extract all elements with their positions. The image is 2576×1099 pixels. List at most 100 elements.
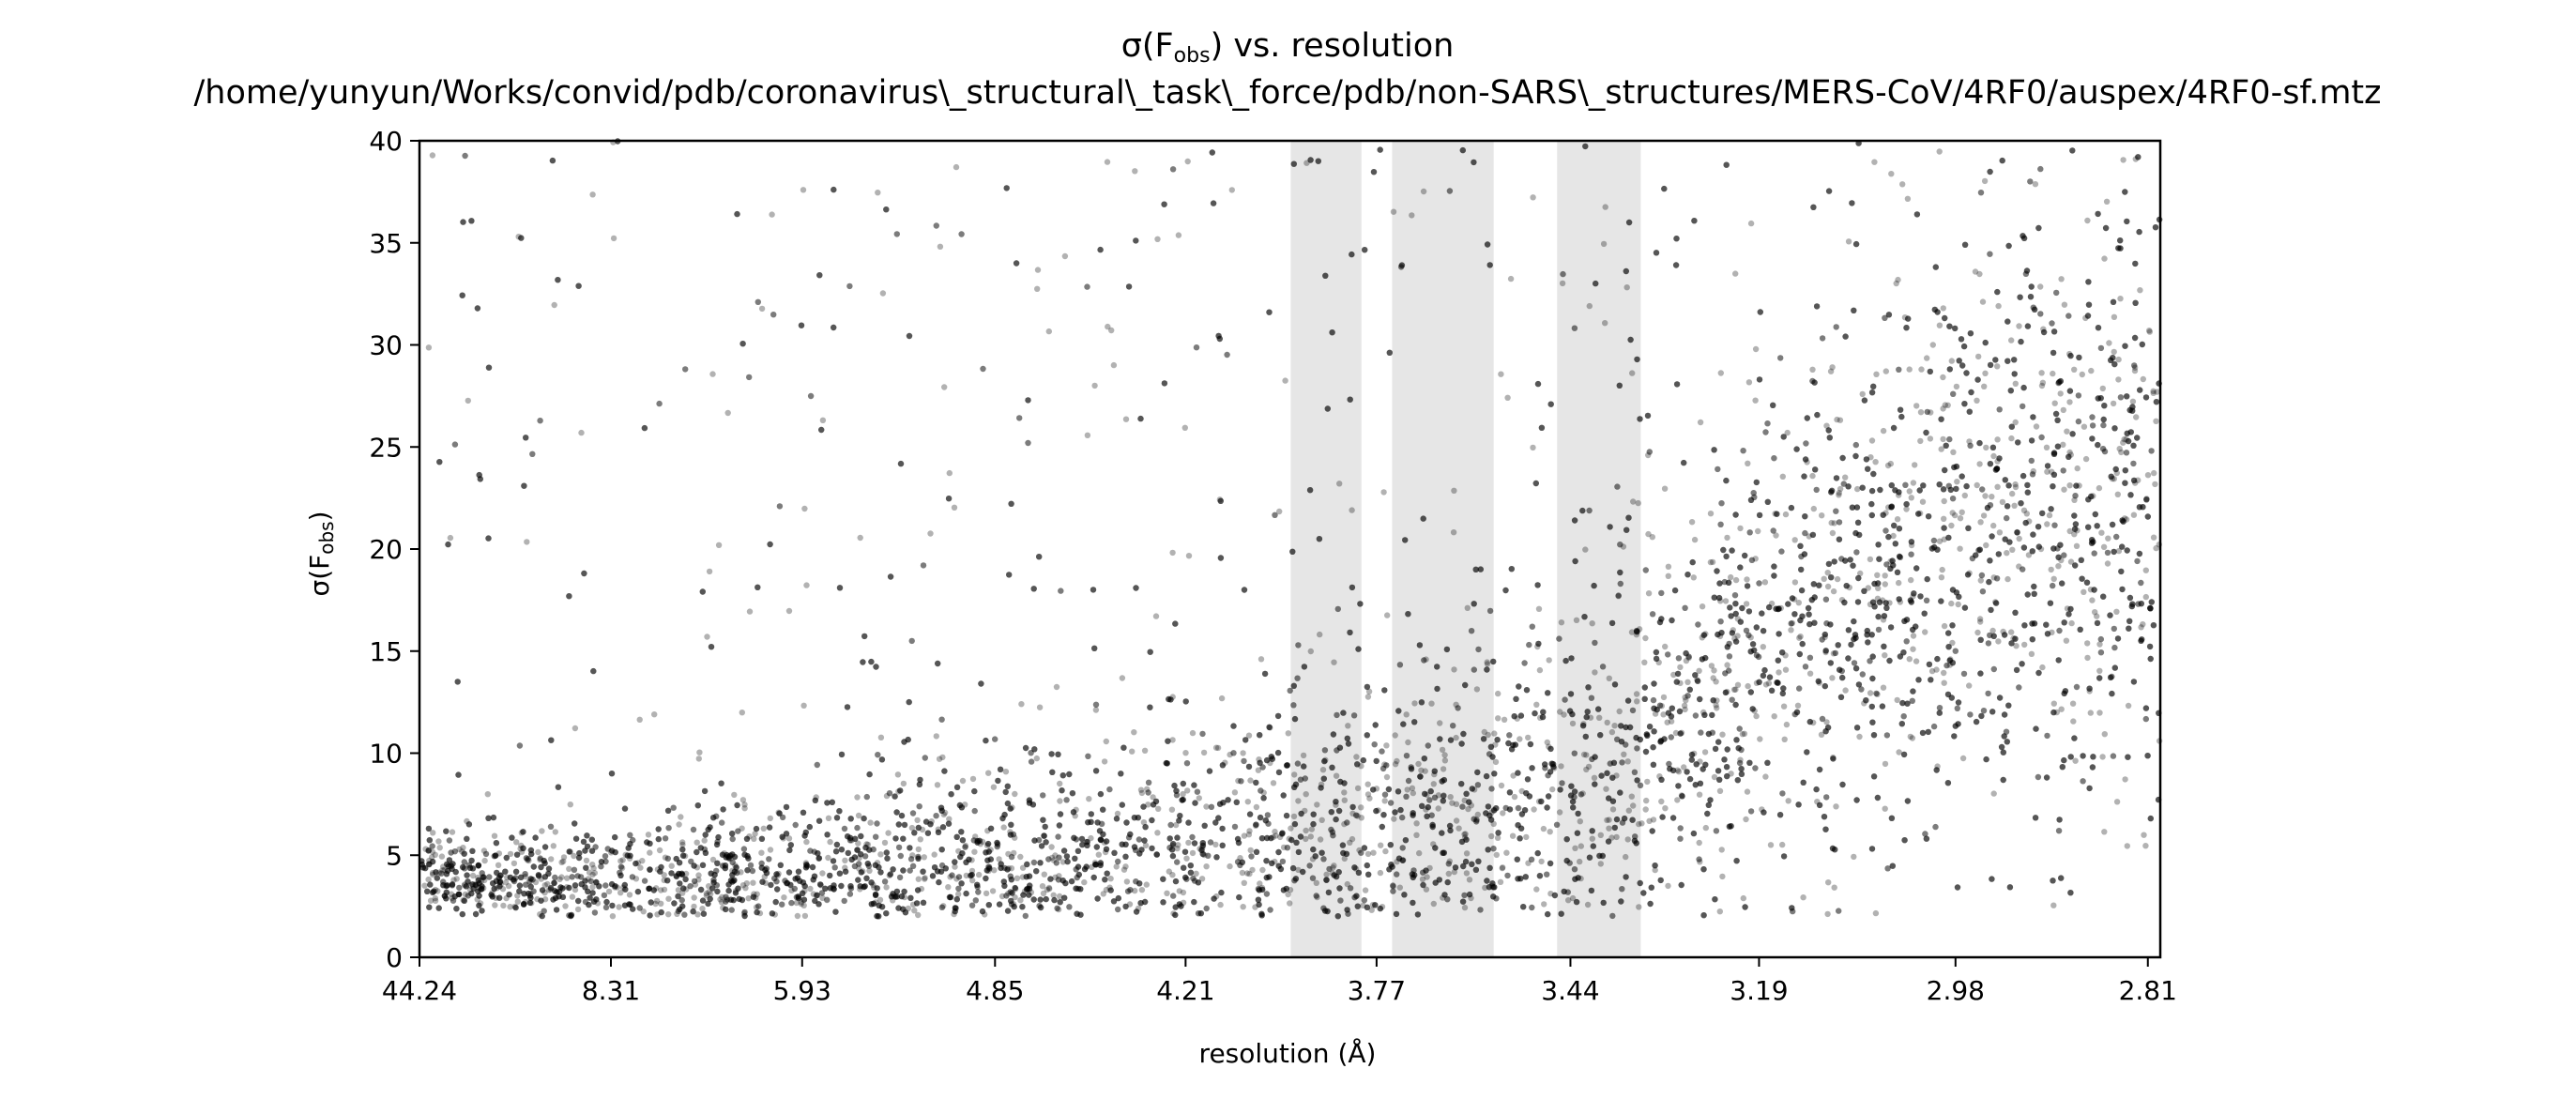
data-point: [2084, 654, 2091, 662]
data-point: [1700, 709, 1707, 716]
data-point: [1447, 794, 1454, 801]
data-point: [813, 893, 820, 899]
data-point: [605, 888, 613, 895]
data-point: [1538, 858, 1545, 865]
data-point: [1757, 736, 1763, 742]
data-point: [2039, 510, 2046, 517]
data-point: [1589, 835, 1596, 842]
data-point: [1276, 833, 1284, 841]
data-point: [1074, 910, 1080, 917]
data-point: [492, 852, 499, 859]
data-point: [1073, 885, 1079, 892]
data-point: [658, 900, 664, 907]
data-point: [1531, 806, 1537, 813]
data-point: [1613, 833, 1620, 841]
data-point: [1413, 832, 1420, 838]
data-point: [2101, 255, 2108, 262]
data-point: [2101, 731, 2108, 738]
data-point: [2087, 710, 2094, 716]
data-point: [662, 854, 669, 861]
data-point: [703, 893, 710, 899]
data-point: [1337, 897, 1344, 904]
data-point: [1331, 659, 1337, 665]
data-point: [1798, 587, 1806, 594]
data-point: [1768, 600, 1776, 607]
data-point: [1257, 880, 1263, 887]
data-point: [1587, 714, 1594, 721]
data-point: [1488, 882, 1496, 890]
data-point: [2144, 472, 2152, 479]
data-point: [809, 863, 816, 871]
data-point: [1517, 736, 1523, 742]
data-point: [909, 852, 916, 859]
data-point: [1203, 863, 1210, 870]
data-point: [507, 904, 513, 910]
data-point: [2033, 725, 2039, 732]
data-point: [1734, 633, 1741, 639]
data-point: [815, 855, 822, 862]
data-point: [2151, 469, 2157, 477]
data-point: [1051, 896, 1058, 904]
data-point: [1696, 667, 1702, 674]
data-point: [1246, 811, 1254, 817]
data-point: [1630, 498, 1637, 505]
data-point: [2150, 389, 2157, 396]
data-point: [1779, 841, 1786, 848]
data-point: [1633, 632, 1640, 638]
data-point: [495, 850, 503, 857]
data-point: [1697, 695, 1703, 703]
data-point: [1021, 888, 1029, 895]
data-point: [1934, 763, 1941, 770]
data-point: [1814, 799, 1821, 805]
data-point: [539, 912, 545, 920]
data-point: [2094, 523, 2100, 529]
data-point: [697, 845, 704, 851]
data-point: [754, 891, 760, 897]
data-point: [1713, 679, 1719, 685]
data-point: [1751, 708, 1758, 714]
data-point: [1154, 830, 1161, 836]
data-point: [1873, 371, 1880, 377]
data-point: [1761, 579, 1769, 586]
data-point: [2113, 799, 2121, 805]
data-point: [831, 882, 837, 889]
data-point: [2132, 260, 2139, 267]
data-point: [559, 885, 566, 892]
data-point: [1652, 710, 1659, 717]
data-point: [1897, 406, 1904, 413]
data-point: [1430, 841, 1437, 847]
data-point: [1874, 572, 1881, 578]
data-point: [1019, 904, 1026, 910]
data-point: [715, 542, 723, 548]
data-point: [1307, 648, 1315, 655]
data-point: [509, 834, 515, 841]
data-point: [827, 872, 833, 879]
data-point: [1530, 444, 1536, 451]
data-point: [2066, 482, 2073, 489]
data-point: [2142, 593, 2149, 601]
data-point: [1747, 220, 1755, 227]
data-point: [1784, 429, 1791, 436]
data-point: [608, 849, 615, 856]
data-point: [1373, 786, 1380, 792]
data-point: [511, 903, 518, 910]
data-point: [560, 858, 567, 864]
data-point: [447, 534, 454, 542]
data-point: [2121, 435, 2127, 443]
data-point: [1628, 629, 1636, 635]
data-point: [856, 855, 862, 862]
data-point: [1097, 862, 1104, 869]
data-point: [2040, 328, 2048, 336]
data-point: [1906, 656, 1913, 663]
data-point: [1427, 787, 1434, 795]
data-point: [1329, 870, 1336, 877]
data-point: [617, 858, 624, 864]
data-point: [953, 163, 960, 171]
data-point: [1711, 773, 1718, 781]
data-point: [1667, 766, 1673, 772]
data-point: [558, 874, 565, 880]
data-point: [1185, 839, 1192, 847]
data-point: [1083, 838, 1090, 846]
data-point: [513, 839, 520, 846]
data-point: [1791, 596, 1798, 603]
